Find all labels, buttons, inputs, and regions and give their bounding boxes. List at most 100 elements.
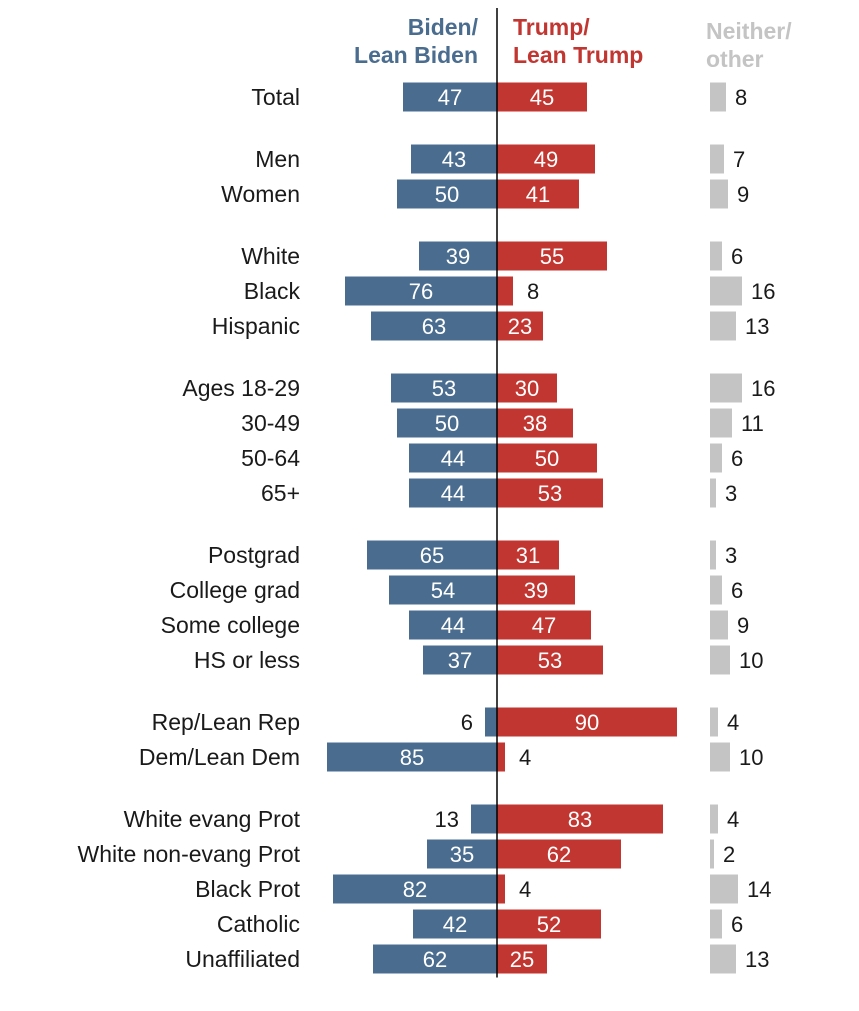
value-biden-college-grad: 54 <box>431 578 455 603</box>
value-biden-women: 50 <box>435 182 459 207</box>
value-biden-ages-18-29: 53 <box>432 376 456 401</box>
value-biden-unaffiliated: 62 <box>423 947 447 972</box>
bar-biden-50-64 <box>409 443 497 473</box>
bar-neither-postgrad <box>710 540 716 570</box>
bar-neither-unaffiliated <box>710 944 736 974</box>
bar-biden-college-grad <box>389 575 497 605</box>
bar-trump-ages-18-29 <box>497 373 557 403</box>
bar-neither-white <box>710 241 722 271</box>
header-trump-line-1: Trump/ <box>513 14 590 40</box>
bar-neither-30-49 <box>710 408 732 438</box>
value-neither-total: 8 <box>735 85 747 110</box>
value-trump-catholic: 52 <box>537 912 561 937</box>
value-biden-total: 47 <box>438 85 462 110</box>
value-trump-65: 53 <box>538 481 562 506</box>
bar-trump-total <box>497 82 587 112</box>
bar-trump-some-college <box>497 610 591 640</box>
bar-neither-college-grad <box>710 575 722 605</box>
header-neither-line-2: other <box>706 46 764 72</box>
value-neither-30-49: 11 <box>741 411 764 436</box>
row-label-65: 65+ <box>261 480 300 506</box>
bar-biden-men <box>411 144 497 174</box>
row-label-postgrad: Postgrad <box>208 542 300 568</box>
bar-trump-black-prot <box>497 874 505 904</box>
value-neither-white-non-evang-prot: 2 <box>723 842 735 867</box>
bar-biden-black <box>345 276 497 306</box>
bar-neither-dem-lean-dem <box>710 742 730 772</box>
value-neither-hs-or-less: 10 <box>739 648 763 673</box>
value-biden-30-49: 50 <box>435 411 459 436</box>
bar-trump-unaffiliated <box>497 944 547 974</box>
value-neither-black-prot: 14 <box>747 877 771 902</box>
bar-biden-ages-18-29 <box>391 373 497 403</box>
bar-trump-50-64 <box>497 443 597 473</box>
value-neither-catholic: 6 <box>731 912 743 937</box>
row-label-total: Total <box>251 84 300 110</box>
bar-biden-white-non-evang-prot <box>427 839 497 869</box>
bar-trump-hs-or-less <box>497 645 603 675</box>
value-trump-men: 49 <box>534 147 558 172</box>
value-neither-hispanic: 13 <box>745 314 769 339</box>
row-label-catholic: Catholic <box>217 911 300 937</box>
value-trump-50-64: 50 <box>535 446 559 471</box>
bar-biden-catholic <box>413 909 497 939</box>
bar-biden-some-college <box>409 610 497 640</box>
row-label-black: Black <box>244 278 301 304</box>
bar-trump-hispanic <box>497 311 543 341</box>
bar-neither-rep-lean-rep <box>710 707 718 737</box>
bar-trump-college-grad <box>497 575 575 605</box>
value-trump-white-evang-prot: 83 <box>568 807 592 832</box>
value-biden-black: 76 <box>409 279 433 304</box>
header-biden-line-2: Lean Biden <box>354 42 478 68</box>
value-biden-black-prot: 82 <box>403 877 427 902</box>
row-label-rep-lean-rep: Rep/Lean Rep <box>152 709 300 735</box>
bar-biden-hs-or-less <box>423 645 497 675</box>
bar-biden-postgrad <box>367 540 497 570</box>
value-trump-college-grad: 39 <box>524 578 548 603</box>
value-biden-catholic: 42 <box>443 912 467 937</box>
value-trump-hs-or-less: 53 <box>538 648 562 673</box>
value-trump-black: 8 <box>527 279 539 304</box>
row-label-white-evang-prot: White evang Prot <box>124 806 301 832</box>
bar-neither-hs-or-less <box>710 645 730 675</box>
bar-biden-dem-lean-dem <box>327 742 497 772</box>
value-biden-white: 39 <box>446 244 470 269</box>
value-biden-hs-or-less: 37 <box>448 648 472 673</box>
value-neither-white-evang-prot: 4 <box>727 807 739 832</box>
value-biden-white-evang-prot: 13 <box>435 807 459 832</box>
bar-trump-white <box>497 241 607 271</box>
bar-biden-rep-lean-rep <box>485 707 497 737</box>
row-label-hispanic: Hispanic <box>212 313 300 339</box>
value-trump-total: 45 <box>530 85 554 110</box>
row-label-white: White <box>241 243 300 269</box>
row-label-women: Women <box>221 181 300 207</box>
value-biden-50-64: 44 <box>441 446 465 471</box>
value-trump-black-prot: 4 <box>519 877 531 902</box>
value-biden-65: 44 <box>441 481 465 506</box>
bar-biden-women <box>397 179 497 209</box>
row-label-white-non-evang-prot: White non-evang Prot <box>78 841 301 867</box>
value-trump-rep-lean-rep: 90 <box>575 710 599 735</box>
row-label-unaffiliated: Unaffiliated <box>185 946 300 972</box>
value-trump-dem-lean-dem: 4 <box>519 745 531 770</box>
row-label-men: Men <box>255 146 300 172</box>
row-label-college-grad: College grad <box>170 577 300 603</box>
value-neither-black: 16 <box>751 279 775 304</box>
value-neither-unaffiliated: 13 <box>745 947 769 972</box>
bar-neither-some-college <box>710 610 728 640</box>
value-biden-white-non-evang-prot: 35 <box>450 842 474 867</box>
bar-trump-white-evang-prot <box>497 804 663 834</box>
bar-trump-women <box>497 179 579 209</box>
bar-neither-50-64 <box>710 443 722 473</box>
bar-trump-rep-lean-rep <box>497 707 677 737</box>
value-trump-unaffiliated: 25 <box>510 947 534 972</box>
value-neither-men: 7 <box>733 147 745 172</box>
bar-neither-black-prot <box>710 874 738 904</box>
value-neither-postgrad: 3 <box>725 543 737 568</box>
value-neither-some-college: 9 <box>737 613 749 638</box>
header-trump-line-2: Lean Trump <box>513 42 643 68</box>
value-biden-dem-lean-dem: 85 <box>400 745 424 770</box>
header-biden-line-1: Biden/ <box>408 14 479 40</box>
row-label-black-prot: Black Prot <box>195 876 300 902</box>
value-biden-men: 43 <box>442 147 466 172</box>
